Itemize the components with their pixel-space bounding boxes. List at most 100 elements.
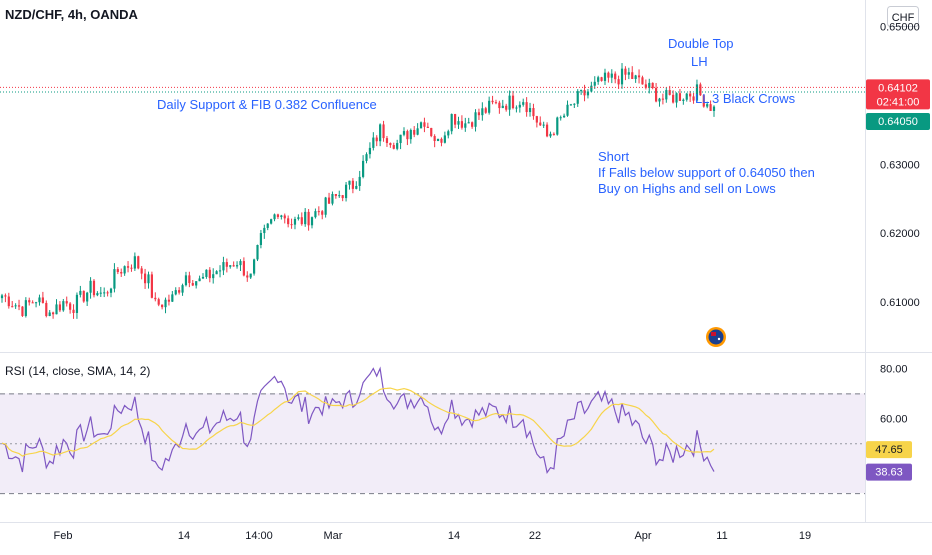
- support-confluence-annotation: Daily Support & FIB 0.382 Confluence: [157, 97, 377, 112]
- candle-body: [222, 262, 225, 271]
- candle-body: [133, 256, 136, 269]
- ll-annotation: LL: [695, 91, 709, 106]
- candle-body: [460, 121, 464, 128]
- candle-body: [467, 122, 470, 124]
- candle-body: [413, 129, 416, 135]
- candle-body: [617, 79, 620, 85]
- candle-body: [573, 103, 576, 105]
- candle-body: [665, 90, 668, 100]
- candle-body: [699, 84, 702, 96]
- candle-body: [120, 272, 123, 274]
- candle-body: [484, 108, 487, 113]
- candle-body: [580, 90, 583, 92]
- candle-body: [358, 176, 361, 186]
- candle-body: [586, 91, 590, 96]
- candle-body: [569, 104, 573, 106]
- currency-label: CHF: [892, 12, 915, 24]
- nz-flag-event-icon[interactable]: [706, 327, 726, 347]
- candle-body: [375, 137, 378, 142]
- candle-body: [157, 299, 160, 305]
- time-tick-label: 14: [448, 530, 460, 542]
- candle-body: [491, 100, 494, 103]
- candle-body: [21, 306, 24, 316]
- candle-body: [593, 81, 596, 86]
- candle-body: [293, 218, 297, 225]
- candle-body: [38, 297, 41, 303]
- candle-body: [297, 217, 300, 219]
- candle-body: [563, 115, 566, 118]
- candle-body: [252, 259, 256, 274]
- time-tick-label: 11: [716, 530, 727, 542]
- candle-body: [126, 266, 130, 268]
- candle-body: [436, 138, 440, 141]
- candle-body: [65, 301, 68, 304]
- candle-body: [113, 269, 116, 289]
- price-pane[interactable]: [0, 0, 865, 352]
- candle-body: [522, 102, 525, 105]
- candle-body: [511, 95, 515, 109]
- time-axis[interactable]: Feb 14 14:00 Mar 14 22 Apr 11 19: [54, 530, 812, 542]
- candle-body: [682, 99, 685, 101]
- candle-body: [402, 131, 406, 135]
- candle-body: [82, 290, 85, 302]
- candle-body: [712, 106, 716, 111]
- candle-body: [31, 302, 34, 304]
- candle-body: [174, 290, 177, 295]
- candle-body: [266, 223, 269, 228]
- candle-body: [62, 301, 65, 311]
- candle-body: [218, 270, 222, 272]
- time-tick-label: 22: [529, 530, 541, 542]
- candle-body: [603, 72, 607, 81]
- candle-body: [382, 124, 385, 139]
- candle-body: [443, 135, 446, 143]
- candle-body: [161, 304, 164, 308]
- double-top-annotation: Double Top: [668, 36, 734, 51]
- candle-body: [48, 312, 51, 316]
- candle-body: [324, 197, 327, 215]
- candle-body: [389, 143, 392, 146]
- candle-body: [7, 296, 10, 307]
- candle-body: [457, 121, 460, 125]
- candle-body: [235, 265, 239, 267]
- rsi-tick-label: 80.00: [880, 363, 908, 375]
- price-tick-label: 0.65000: [880, 22, 920, 34]
- symbol-title[interactable]: NZD/CHF, 4h, OANDA: [5, 7, 139, 22]
- rsi-indicator-title[interactable]: RSI (14, close, SMA, 14, 2): [5, 364, 150, 378]
- time-tick-label: Apr: [634, 530, 651, 542]
- candle-body: [75, 294, 79, 313]
- candle-body: [256, 244, 259, 260]
- candle-body: [72, 309, 75, 313]
- candle-body: [535, 116, 538, 123]
- currency-button[interactable]: CHF: [887, 6, 919, 27]
- rsi-axis[interactable]: 80.00 60.00: [880, 363, 908, 425]
- candle-body: [92, 280, 96, 296]
- candle-body: [426, 126, 429, 128]
- candle-body: [583, 90, 586, 96]
- candle-body: [263, 227, 266, 234]
- candle-body: [89, 280, 92, 293]
- candle-body: [307, 211, 310, 226]
- candle-body: [280, 215, 283, 217]
- candle-body: [249, 273, 252, 278]
- candle-body: [310, 217, 314, 226]
- candle-body: [379, 124, 382, 142]
- candle-body: [631, 72, 634, 79]
- candle-body: [372, 137, 375, 148]
- rsi-value-tag: 38.63: [866, 463, 912, 481]
- candle-body: [637, 75, 641, 78]
- candle-body: [549, 133, 552, 137]
- candle-body: [109, 288, 113, 293]
- candle-body: [147, 274, 150, 284]
- candle-body: [351, 180, 354, 189]
- candle-body: [283, 215, 286, 219]
- short-annotation-line2: Buy on Highs and sell on Lows: [598, 181, 776, 196]
- candle-body: [488, 100, 491, 113]
- bar-countdown: 02:41:00: [877, 96, 920, 108]
- candle-body: [314, 211, 317, 218]
- candle-body: [171, 294, 174, 302]
- candle-body: [481, 108, 484, 116]
- candle-body: [419, 122, 423, 129]
